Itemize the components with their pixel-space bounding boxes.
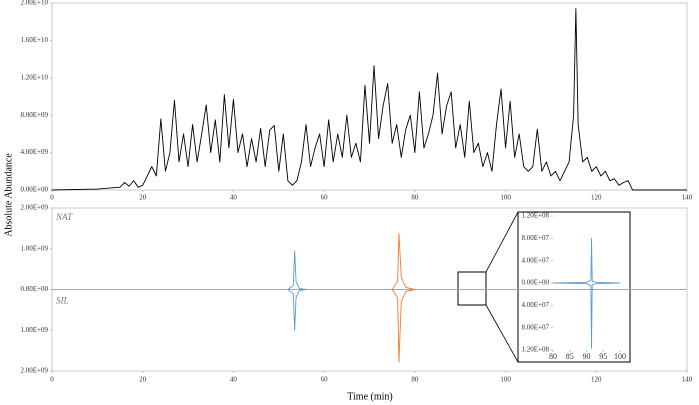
y-tick-label: 2.00E+09: [21, 204, 49, 212]
x-tick-label: 140: [682, 376, 693, 384]
x-tick-label: 40: [230, 194, 238, 202]
x-tick-label: 80: [549, 352, 557, 361]
x-tick-label: 90: [583, 352, 591, 361]
inset-frame: [517, 211, 631, 363]
data-line: [391, 289, 415, 363]
x-tick-label: 140: [682, 194, 693, 202]
y-tick-label: 1.60E+10: [21, 36, 49, 44]
x-tick-label: 60: [321, 194, 329, 202]
x-tick-label: 20: [139, 376, 147, 384]
y-tick-label: 1.00E+09: [21, 326, 49, 334]
y-tick-label: 4.00E+07: [522, 301, 550, 309]
zoom-connector: [485, 304, 519, 363]
y-tick-label: 1.20E+08: [522, 346, 550, 354]
x-tick-label: 100: [500, 194, 511, 202]
y-tick-label: 8.00E+09: [21, 111, 49, 119]
data-line: [391, 232, 415, 290]
data-line: [552, 237, 621, 284]
y-axis-label: Absolute Abundance: [3, 153, 14, 237]
y-tick-label: 2.00E+09: [21, 367, 49, 375]
zoom-connector: [485, 211, 519, 273]
y-tick-label: 0.00E+00: [522, 279, 550, 287]
x-tick-label: 80: [411, 376, 419, 384]
x-tick-label: 40: [230, 376, 238, 384]
x-tick-label: 60: [321, 376, 329, 384]
x-tick-label: 95: [599, 352, 607, 361]
y-tick-label: 4.00E+09: [21, 148, 49, 156]
x-tick-label: 0: [50, 194, 54, 202]
y-tick-label: 1.20E+10: [21, 73, 49, 81]
y-tick-label: 0.00E+00: [21, 285, 49, 293]
x-tick-label: 100: [500, 376, 511, 384]
x-tick-label: 85: [566, 352, 574, 361]
annotation: SIL: [56, 296, 69, 306]
zoom-box: [457, 271, 487, 306]
x-tick-label: 0: [50, 376, 54, 384]
x-tick-label: 80: [411, 194, 419, 202]
x-axis-label: Time (min): [347, 391, 392, 402]
y-tick-label: 2.00E+10: [21, 0, 49, 7]
y-tick-label: 4.00E+07: [522, 256, 550, 264]
y-tick-label: 1.20E+08: [522, 212, 550, 220]
annotation: NAT: [55, 212, 73, 222]
data-line: [287, 289, 307, 331]
y-tick-label: 0.00E+00: [21, 186, 49, 194]
y-tick-label: 8.00E+07: [522, 323, 550, 331]
plot-frame: [51, 2, 688, 191]
data-line: [287, 250, 307, 290]
data-line: [552, 282, 621, 349]
x-tick-label: 120: [591, 376, 602, 384]
x-tick-label: 20: [139, 194, 147, 202]
y-tick-label: 1.00E+09: [21, 244, 49, 252]
y-tick-label: 8.00E+07: [522, 234, 550, 242]
x-tick-label: 100: [614, 352, 626, 361]
data-line: [51, 8, 687, 191]
x-tick-label: 120: [591, 194, 602, 202]
